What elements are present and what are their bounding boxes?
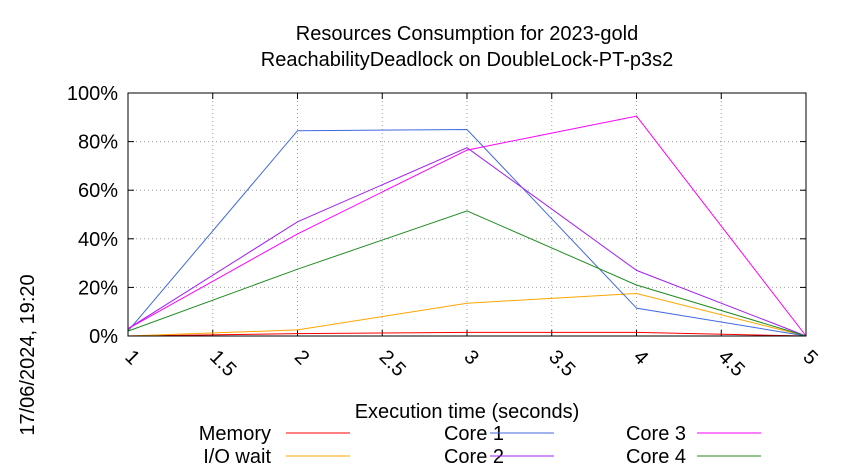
series-line-core-1 <box>127 128 807 337</box>
y-ticks: 0% 20% 40% 60% 80% 100% <box>67 83 806 348</box>
y-tick-label: 100% <box>67 83 118 105</box>
x-tick-label: 3 <box>459 346 482 369</box>
legend-label: Memory <box>199 423 271 445</box>
y-tick-label: 20% <box>78 277 118 299</box>
x-ticks: 1 1.5 2 2.5 3 3.5 4 4.5 5 <box>120 93 822 381</box>
series-line-memory <box>127 331 807 337</box>
x-tick-label: 2 <box>290 346 313 369</box>
x-tick-label: 1 <box>120 346 143 369</box>
series-line-core-3 <box>127 115 807 337</box>
x-tick-label: 5 <box>798 346 821 369</box>
series-line-core-4 <box>127 210 807 337</box>
legend-label: Core 4 <box>626 446 686 468</box>
x-tick-label: 1.5 <box>205 346 240 381</box>
legend-label: Core 2 <box>444 446 504 468</box>
legend-label: Core 1 <box>444 423 504 445</box>
x-tick-label: 4 <box>629 346 652 369</box>
series-line-core-2 <box>127 147 807 337</box>
y-tick-label: 0% <box>89 326 118 348</box>
series-lines <box>127 115 807 337</box>
x-axis-label: Execution time (seconds) <box>355 401 580 423</box>
legend-label: Core 3 <box>626 423 686 445</box>
y-tick-label: 60% <box>78 180 118 202</box>
series-line-i-o-wait <box>127 292 807 337</box>
plot-frame <box>127 92 807 337</box>
y-tick-label: 80% <box>78 132 118 154</box>
legend-label: I/O wait <box>203 446 271 468</box>
timestamp-label: 17/06/2024, 19:20 <box>17 274 39 435</box>
chart-title: Resources Consumption for 2023-gold <box>296 23 638 45</box>
y-tick-label: 40% <box>78 229 118 251</box>
x-tick-label: 2.5 <box>375 346 410 381</box>
x-tick-label: 3.5 <box>544 346 579 381</box>
x-tick-label: 4.5 <box>714 346 749 381</box>
chart-subtitle: ReachabilityDeadlock on DoubleLock-PT-p3… <box>261 49 673 71</box>
